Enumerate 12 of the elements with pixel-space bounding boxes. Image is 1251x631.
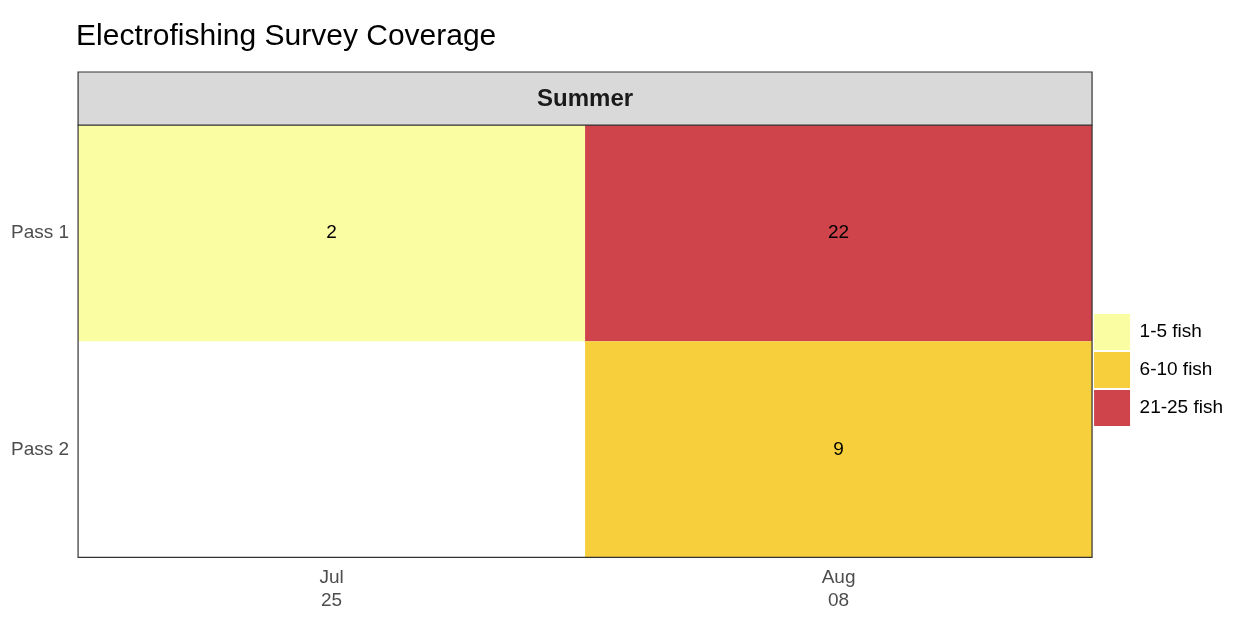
x-tick-label: Jul 25 [319,566,344,610]
x-tick-label: Aug 08 [821,566,856,610]
y-tick-label: Pass 1 [10,221,70,243]
legend-label: 1-5 fish [1139,320,1202,342]
data-label: 9 [833,437,844,459]
legend-label: 21-25 fish [1139,396,1224,418]
chart-title: Electrofishing Survey Coverage [76,18,497,52]
y-tick-label: Pass 2 [10,437,70,459]
data-label: 22 [828,221,850,243]
legend-label: 6-10 fish [1139,358,1213,380]
data-label: 2 [326,221,337,243]
chart-subtitle: Summer [537,83,634,111]
